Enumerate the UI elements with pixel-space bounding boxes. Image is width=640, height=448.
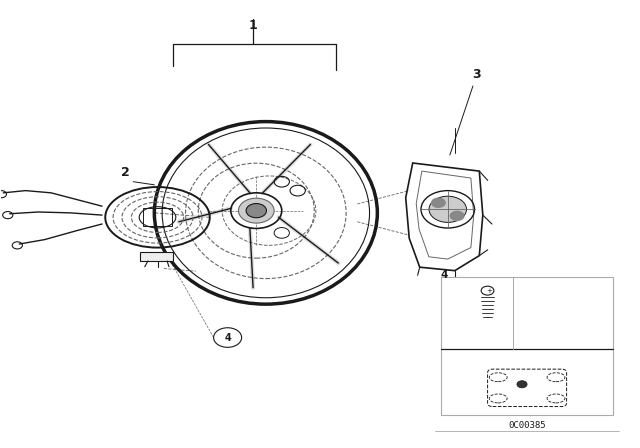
Circle shape	[429, 196, 467, 222]
Circle shape	[239, 198, 274, 223]
Text: 0C00385: 0C00385	[508, 421, 546, 430]
Bar	[441, 277, 613, 415]
Text: +: +	[486, 288, 492, 293]
Polygon shape	[140, 252, 173, 261]
Text: 4: 4	[440, 270, 448, 280]
Text: 3: 3	[472, 69, 481, 82]
Ellipse shape	[431, 198, 446, 208]
Ellipse shape	[450, 211, 465, 221]
Text: 2: 2	[121, 166, 130, 179]
Circle shape	[517, 381, 527, 388]
Text: 1: 1	[249, 19, 257, 32]
Circle shape	[246, 203, 266, 218]
Text: 4: 4	[224, 332, 231, 343]
